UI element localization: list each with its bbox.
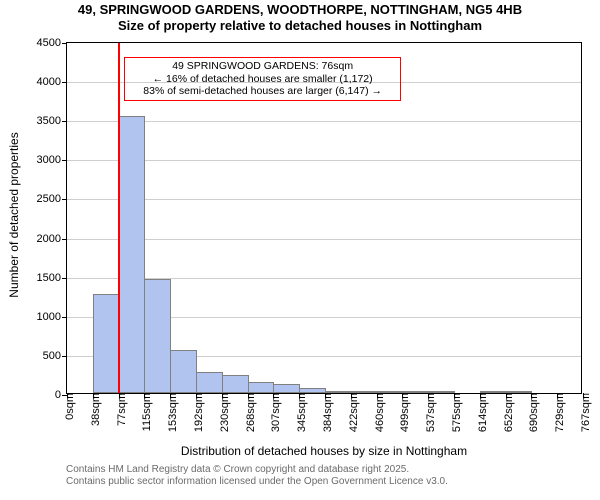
- histogram-bar: [248, 382, 275, 393]
- xtick-label: 153sqm: [161, 393, 179, 432]
- ytick-label: 3500: [37, 115, 61, 127]
- histogram-bar: [222, 375, 249, 393]
- histogram-bar: [480, 391, 507, 393]
- histogram-bar: [351, 391, 378, 393]
- xtick-label: 614sqm: [471, 393, 489, 432]
- histogram-bar: [93, 294, 120, 393]
- title-line-1: 49, SPRINGWOOD GARDENS, WOODTHORPE, NOTT…: [0, 2, 600, 18]
- xtick-label: 460sqm: [368, 393, 386, 432]
- ytick-label: 4500: [37, 37, 61, 49]
- ytick-label: 2500: [37, 193, 61, 205]
- credits-block: Contains HM Land Registry data © Crown c…: [66, 464, 448, 488]
- xtick-label: 38sqm: [84, 393, 102, 426]
- ytick-mark: [62, 278, 67, 279]
- xtick-label: 499sqm: [393, 393, 411, 432]
- histogram-bar: [506, 391, 533, 393]
- xtick-label: 575sqm: [445, 393, 463, 432]
- ytick-mark: [62, 239, 67, 240]
- ytick-mark: [62, 160, 67, 161]
- xtick-label: 690sqm: [522, 393, 540, 432]
- ytick-mark: [62, 121, 67, 122]
- xtick-label: 345sqm: [290, 393, 308, 432]
- xtick-label: 422sqm: [342, 393, 360, 432]
- histogram-bar: [377, 391, 404, 393]
- xtick-label: 652sqm: [497, 393, 515, 432]
- histogram-bar: [325, 391, 352, 393]
- xtick-label: 537sqm: [419, 393, 437, 432]
- xtick-label: 115sqm: [135, 393, 153, 431]
- ytick-label: 4000: [37, 76, 61, 88]
- xtick-label: 0sqm: [58, 393, 76, 420]
- x-axis-label: Distribution of detached houses by size …: [66, 444, 582, 458]
- xtick-label: 384sqm: [316, 393, 334, 432]
- ytick-label: 1500: [37, 272, 61, 284]
- xtick-label: 77sqm: [110, 393, 128, 426]
- annotation-line: ← 16% of detached houses are smaller (1,…: [130, 73, 395, 86]
- histogram-bar: [402, 391, 429, 393]
- ytick-label: 2000: [37, 233, 61, 245]
- histogram-bar: [196, 372, 223, 393]
- plot-area: 0500100015002000250030003500400045000sqm…: [66, 42, 582, 394]
- annotation-line: 83% of semi-detached houses are larger (…: [130, 85, 395, 98]
- histogram-bar: [170, 350, 197, 393]
- histogram-bar: [428, 391, 455, 393]
- xtick-label: 192sqm: [187, 393, 205, 432]
- title-line-2: Size of property relative to detached ho…: [0, 18, 600, 34]
- histogram-bar: [273, 384, 300, 393]
- ytick-label: 500: [43, 350, 61, 362]
- xtick-label: 307sqm: [264, 393, 282, 432]
- xtick-label: 230sqm: [213, 393, 231, 432]
- histogram-bar: [299, 388, 326, 393]
- chart-container: 49, SPRINGWOOD GARDENS, WOODTHORPE, NOTT…: [0, 0, 600, 500]
- annotation-box: 49 SPRINGWOOD GARDENS: 76sqm← 16% of det…: [124, 57, 401, 101]
- xtick-label: 729sqm: [548, 393, 566, 432]
- chart-title: 49, SPRINGWOOD GARDENS, WOODTHORPE, NOTT…: [0, 2, 600, 35]
- xtick-label: 268sqm: [239, 393, 257, 432]
- credits-line-1: Contains HM Land Registry data © Crown c…: [66, 464, 448, 476]
- ytick-label: 1000: [37, 311, 61, 323]
- xtick-label: 767sqm: [574, 393, 592, 432]
- ytick-mark: [62, 199, 67, 200]
- histogram-bar: [119, 116, 146, 393]
- credits-line-2: Contains public sector information licen…: [66, 476, 448, 488]
- ytick-mark: [62, 317, 67, 318]
- ytick-mark: [62, 43, 67, 44]
- annotation-line: 49 SPRINGWOOD GARDENS: 76sqm: [130, 60, 395, 73]
- y-axis-label: Number of detached properties: [7, 115, 21, 315]
- property-marker-line: [118, 43, 120, 393]
- histogram-bar: [144, 279, 171, 393]
- ytick-mark: [62, 82, 67, 83]
- ytick-label: 3000: [37, 154, 61, 166]
- ytick-mark: [62, 356, 67, 357]
